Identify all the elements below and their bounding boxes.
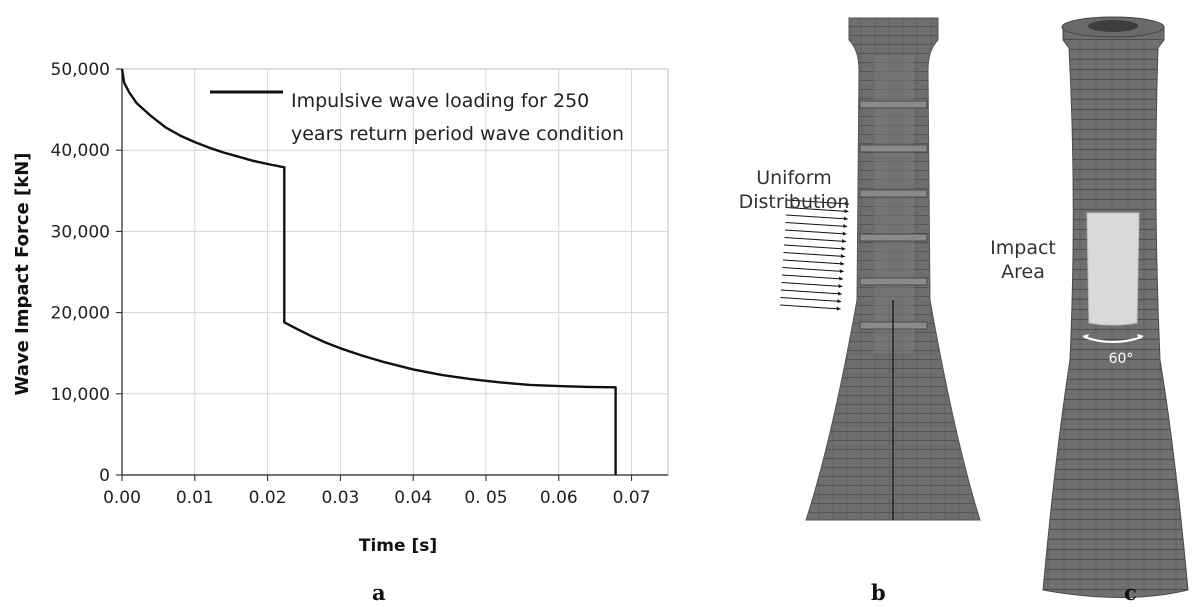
tick-marks: [116, 68, 633, 481]
y-tick-label: 0: [99, 466, 110, 486]
load-arrowhead: [845, 201, 849, 206]
tower-b-illustration: [779, 17, 981, 521]
y-tick-label: 10,000: [51, 385, 110, 405]
y-tick-label: 40,000: [51, 141, 110, 161]
x-tick-label: 0.04: [394, 488, 432, 508]
x-tick-label: 0.02: [249, 488, 287, 508]
impact-label-line1: Impact: [990, 237, 1056, 259]
load-arrowhead: [837, 291, 842, 296]
tower-c-top-opening: [1088, 20, 1138, 32]
load-arrowhead: [840, 261, 845, 266]
load-arrowhead: [837, 299, 842, 303]
load-arrow: [786, 207, 849, 212]
x-tick-label: 0.06: [540, 488, 578, 508]
chart-panel-a: 0.00 0.01 0.02 0.03 0.04 0. 05 0.06 0.07 0 10,00…: [12, 60, 669, 556]
y-tick-labels: 0 10,000 20,000 30,000 40,000 50,000: [51, 60, 110, 486]
panel-label-a: a: [372, 580, 386, 605]
legend-label-line2: years return period wave condition: [291, 123, 624, 145]
load-arrowhead: [842, 239, 846, 243]
load-arrow: [784, 229, 847, 235]
x-tick-label: 0.03: [321, 488, 359, 508]
load-arrow: [783, 252, 845, 257]
legend: Impulsive wave loading for 250 years ret…: [210, 90, 624, 145]
y-axis-title: Wave Impact Force [kN]: [12, 152, 33, 395]
load-arrow: [784, 237, 847, 242]
load-arrowhead: [843, 224, 848, 228]
impact-area-patch: [1086, 212, 1140, 326]
load-arrowhead: [843, 216, 848, 221]
series-line-impulsive-wave-loading: [120, 68, 617, 475]
x-tick-labels: 0.00 0.01 0.02 0.03 0.04 0. 05 0.06 0.07: [103, 488, 650, 508]
load-arrow: [781, 282, 843, 287]
load-arrowhead: [839, 269, 844, 273]
tower-b-inner-column: [874, 55, 914, 353]
y-tick-label: 50,000: [51, 60, 110, 80]
uniform-load-arrows: [779, 199, 850, 311]
uniform-label-line2: Distribution: [738, 191, 850, 213]
x-tick-label: 0.00: [103, 488, 141, 508]
series-layer: [120, 68, 617, 475]
uniform-label-line1: Uniform: [756, 167, 832, 189]
load-arrowhead: [842, 231, 847, 236]
panel-label-c: c: [1124, 580, 1137, 605]
y-tick-label: 30,000: [51, 222, 110, 242]
panel-label-b: b: [871, 580, 886, 605]
load-arrowhead: [844, 209, 849, 213]
y-tick-label: 20,000: [51, 304, 110, 324]
x-tick-label: 0. 05: [464, 488, 507, 508]
x-axis-title: Time [s]: [359, 536, 437, 556]
load-arrowhead: [841, 246, 846, 251]
load-arrow: [785, 222, 848, 227]
x-tick-label: 0.07: [613, 488, 651, 508]
load-arrow: [785, 214, 848, 220]
load-arrow: [786, 199, 850, 205]
load-arrowhead: [839, 276, 843, 281]
load-arrowhead: [836, 306, 841, 311]
angle-label: 60°: [1109, 351, 1134, 367]
load-arrow: [780, 297, 842, 302]
load-arrow: [780, 289, 842, 295]
load-arrow: [781, 274, 844, 280]
angle-arrowhead-right: [1137, 334, 1144, 339]
tower-c-illustration: 60°: [1042, 16, 1189, 598]
load-arrow: [779, 304, 841, 310]
impact-label-line2: Area: [1001, 261, 1045, 283]
angle-arrowhead-left: [1082, 334, 1089, 339]
load-arrowhead: [840, 254, 845, 258]
legend-label-line1: Impulsive wave loading for 250: [291, 90, 589, 112]
impact-area-label: Impact Area: [978, 236, 1068, 284]
load-arrowhead: [838, 284, 843, 288]
x-tick-label: 0.01: [176, 488, 214, 508]
load-arrow: [783, 244, 846, 250]
load-arrow: [782, 267, 844, 272]
angle-arc: [1083, 336, 1143, 343]
uniform-distribution-label: Uniform Distribution: [734, 166, 854, 214]
load-arrow: [782, 259, 845, 265]
